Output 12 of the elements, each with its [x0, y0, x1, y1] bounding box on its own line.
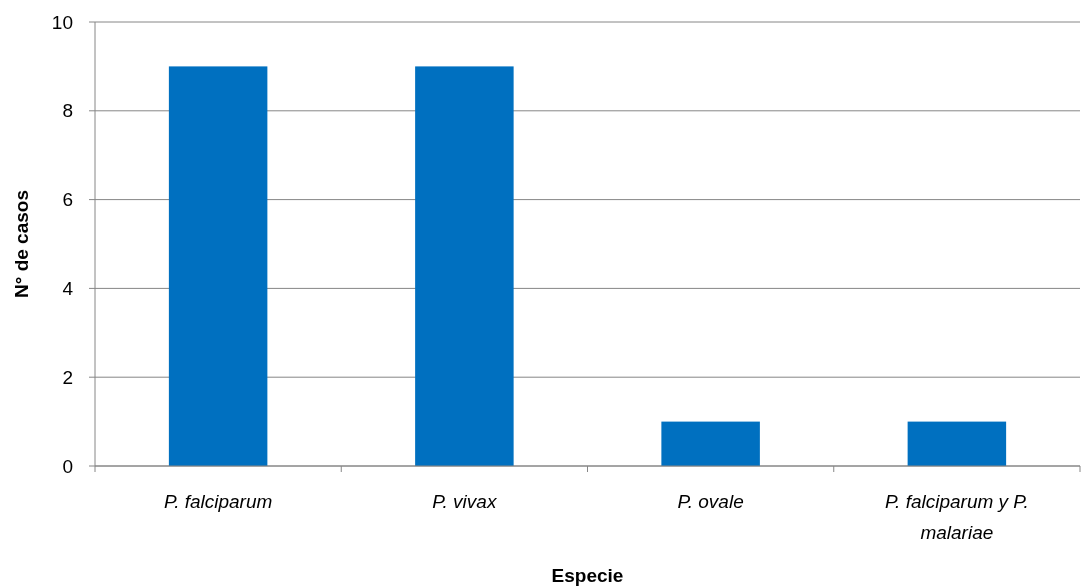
y-axis-title: N° de casos — [11, 190, 32, 298]
y-tick-label: 2 — [62, 366, 73, 388]
y-tick-label: 10 — [51, 11, 73, 33]
y-tick-label: 0 — [62, 455, 73, 477]
x-axis-title: Especie — [551, 565, 624, 586]
x-tick-label: P. ovale — [677, 491, 744, 512]
x-tick-label: P. falciparum — [163, 491, 273, 512]
x-tick-label: P. falciparum y P. malariae — [884, 491, 1029, 543]
y-tick-label: 6 — [62, 189, 73, 211]
y-tick-label: 8 — [62, 100, 73, 122]
y-tick-label: 4 — [62, 278, 74, 300]
x-tick-label: P. vivax — [432, 491, 498, 512]
